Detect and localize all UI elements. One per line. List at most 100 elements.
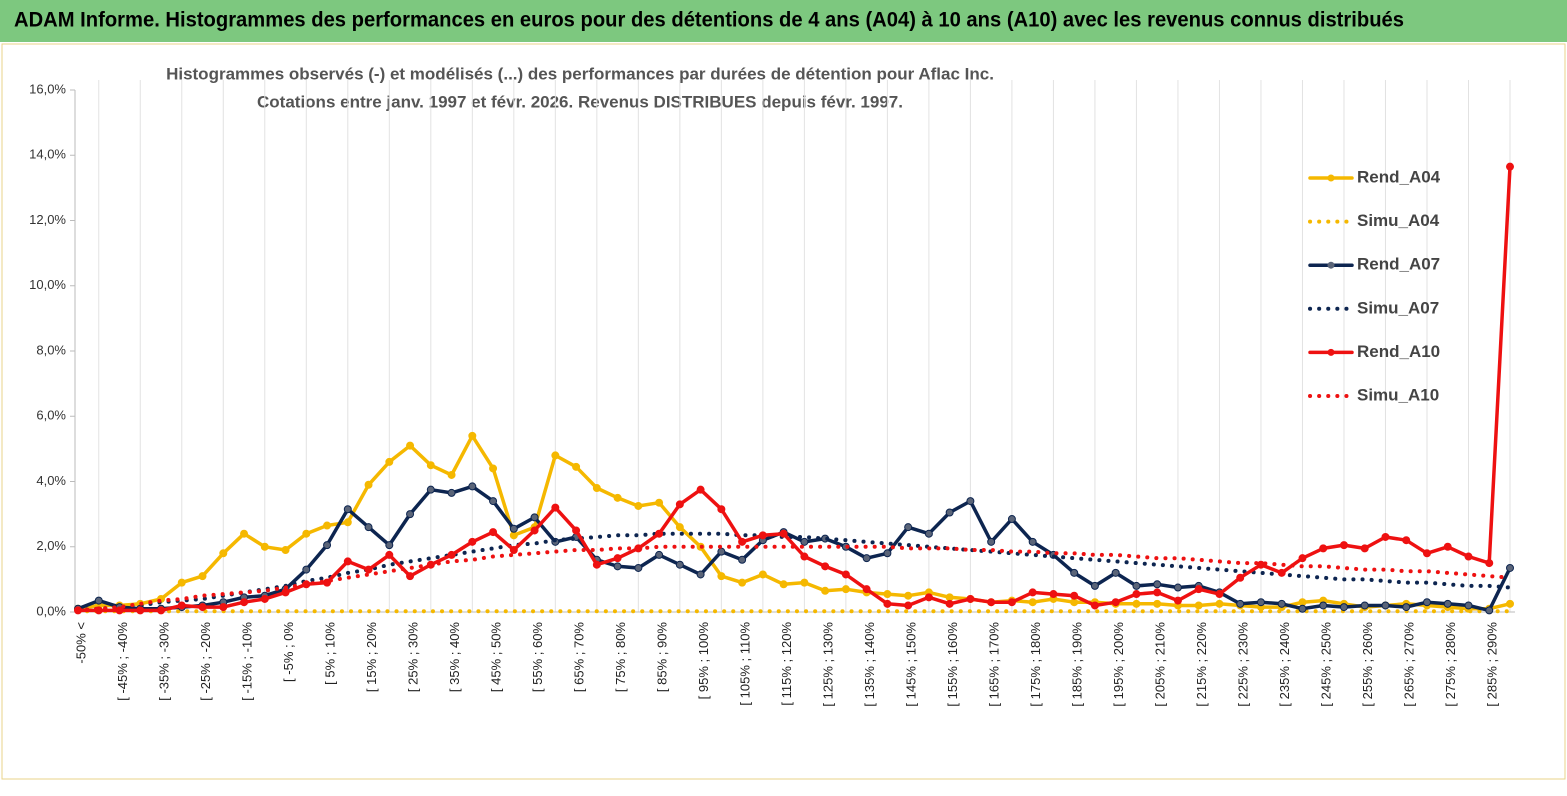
point (364, 480, 373, 489)
point (343, 505, 352, 514)
x-tick-label: [ 185% ; 190% (1070, 622, 1085, 707)
point (136, 606, 145, 615)
x-tick-label: [ 155% ; 160% (945, 622, 960, 707)
point (1485, 559, 1494, 568)
point (1277, 599, 1286, 608)
point (1485, 606, 1494, 615)
legend-marker (1327, 261, 1335, 269)
point (509, 546, 518, 555)
point (696, 570, 705, 579)
point (655, 550, 664, 559)
point (945, 593, 954, 602)
point (717, 505, 726, 514)
x-tick-label: [ 165% ; 170% (987, 622, 1002, 707)
series-line (76, 531, 1512, 613)
point (530, 526, 539, 535)
point (821, 562, 830, 571)
point (841, 585, 850, 594)
point (551, 503, 560, 512)
point (675, 500, 684, 509)
y-tick-label: 6,0% (36, 408, 66, 423)
series-line (76, 544, 1512, 613)
point (406, 510, 415, 519)
point (1298, 554, 1307, 563)
point (904, 601, 913, 610)
point (945, 508, 954, 517)
point (198, 603, 207, 612)
point (1132, 581, 1141, 590)
legend-label: Simu_A04 (1357, 211, 1440, 230)
point (260, 542, 269, 551)
y-tick-label: 10,0% (29, 277, 66, 292)
point (1173, 583, 1182, 592)
point (1506, 563, 1514, 572)
point (1360, 601, 1369, 610)
point (385, 550, 394, 559)
x-tick-label: [ 175% ; 180% (1028, 622, 1043, 707)
point (1007, 598, 1016, 607)
point (302, 529, 311, 538)
point (323, 541, 332, 550)
point (157, 606, 166, 615)
legend-label: Rend_A10 (1357, 342, 1440, 361)
point (717, 547, 726, 556)
x-tick-label: [ 235% ; 240% (1277, 622, 1292, 707)
point (800, 552, 809, 561)
point (1194, 601, 1203, 610)
point (1236, 573, 1245, 582)
x-tick-label: [ 205% ; 210% (1153, 622, 1168, 707)
x-tick-label: [ -25% ; -20% (198, 622, 213, 701)
point (1360, 544, 1369, 553)
point (1153, 580, 1162, 589)
x-tick-label: [ 275% ; 280% (1443, 622, 1458, 707)
y-tick-label: 0,0% (36, 603, 66, 618)
subtitle: Cotations entre janv. 1997 et févr. 2026… (257, 92, 903, 111)
point (738, 555, 747, 564)
point (1194, 585, 1203, 594)
point (198, 572, 207, 581)
point (613, 493, 622, 502)
point (406, 441, 415, 450)
point (966, 594, 975, 603)
point (592, 560, 601, 569)
point (779, 529, 788, 538)
y-tick-label: 4,0% (36, 473, 66, 488)
point (551, 451, 560, 460)
point (426, 461, 435, 470)
point (447, 488, 456, 497)
point (281, 546, 290, 555)
point (675, 523, 684, 532)
point (447, 470, 456, 479)
point (323, 521, 332, 530)
x-tick-label: [ 215% ; 220% (1194, 622, 1209, 707)
point (1215, 599, 1224, 608)
point (987, 537, 996, 546)
header-title: ADAM Informe. Histogrammes des performan… (14, 9, 1404, 32)
point (862, 585, 871, 594)
subtitle: Histogrammes observés (-) et modélisés (… (166, 64, 994, 83)
point (945, 599, 954, 608)
point (717, 572, 726, 581)
x-tick-label: [ 115% ; 120% (779, 622, 794, 706)
point (841, 570, 850, 579)
x-tick-label: [ 45% ; 50% (489, 622, 504, 693)
point (1028, 598, 1037, 607)
point (1319, 544, 1328, 553)
point (1506, 162, 1514, 171)
point (343, 557, 352, 566)
x-tick-label: [ 135% ; 140% (862, 622, 877, 707)
x-tick-label: [ -45% ; -40% (115, 622, 130, 701)
point (779, 580, 788, 589)
point (1443, 542, 1452, 551)
point (489, 464, 498, 473)
point (1132, 599, 1141, 608)
point (1422, 598, 1431, 607)
legend-marker (1327, 174, 1335, 182)
point (1111, 598, 1120, 607)
x-tick-label: [ 15% ; 20% (364, 622, 379, 693)
point (800, 578, 809, 587)
point (1049, 590, 1058, 599)
point (489, 497, 498, 506)
point (1298, 604, 1307, 613)
